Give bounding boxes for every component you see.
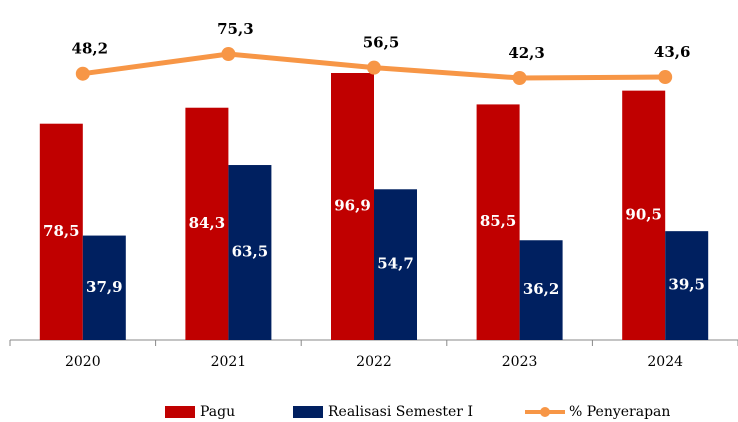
line-marker [75, 66, 90, 81]
bar [622, 90, 666, 340]
bar [665, 231, 709, 340]
line-marker [367, 60, 381, 75]
legend-swatch-marker [540, 407, 550, 417]
line-value-label: 43,6 [654, 43, 691, 61]
bar-value-label: 37,9 [86, 278, 123, 296]
x-tick-label: 2020 [65, 354, 101, 370]
legend-swatch [165, 406, 195, 418]
bar-value-label: 78,5 [43, 222, 80, 240]
bar-value-label: 63,5 [232, 243, 269, 261]
bar-value-label: 84,3 [189, 214, 226, 232]
bar-value-label: 96,9 [334, 197, 371, 215]
legend-label: % Penyerapan [569, 404, 670, 420]
bar [519, 240, 563, 340]
legend-label: Pagu [200, 404, 235, 420]
bar [374, 189, 417, 340]
x-tick-label: 2022 [356, 354, 392, 370]
bar [228, 165, 272, 340]
bar-value-label: 85,5 [480, 212, 517, 230]
bar [476, 104, 520, 340]
bar-value-label: 36,2 [523, 280, 560, 298]
bar [331, 73, 374, 340]
line-marker [512, 71, 527, 85]
bar-value-label: 39,5 [668, 276, 705, 294]
bar-value-label: 54,7 [377, 255, 414, 273]
line-marker [658, 70, 673, 85]
bar-value-label: 90,5 [625, 205, 662, 223]
x-tick-label: 2023 [502, 354, 538, 370]
bar [82, 235, 126, 340]
x-tick-label: 2021 [211, 354, 247, 370]
line-marker [221, 47, 236, 61]
line-value-label: 56,5 [363, 34, 400, 52]
x-tick-label: 2024 [647, 354, 683, 370]
line-value-label: 75,3 [217, 20, 254, 38]
legend-label: Realisasi Semester I [328, 404, 473, 420]
legend-swatch [293, 406, 323, 418]
line-value-label: 42,3 [508, 44, 545, 62]
bar [39, 123, 83, 340]
line-value-label: 48,2 [72, 40, 109, 58]
bar [185, 107, 229, 341]
